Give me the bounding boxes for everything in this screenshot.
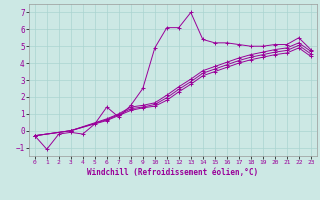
X-axis label: Windchill (Refroidissement éolien,°C): Windchill (Refroidissement éolien,°C) xyxy=(87,168,258,177)
